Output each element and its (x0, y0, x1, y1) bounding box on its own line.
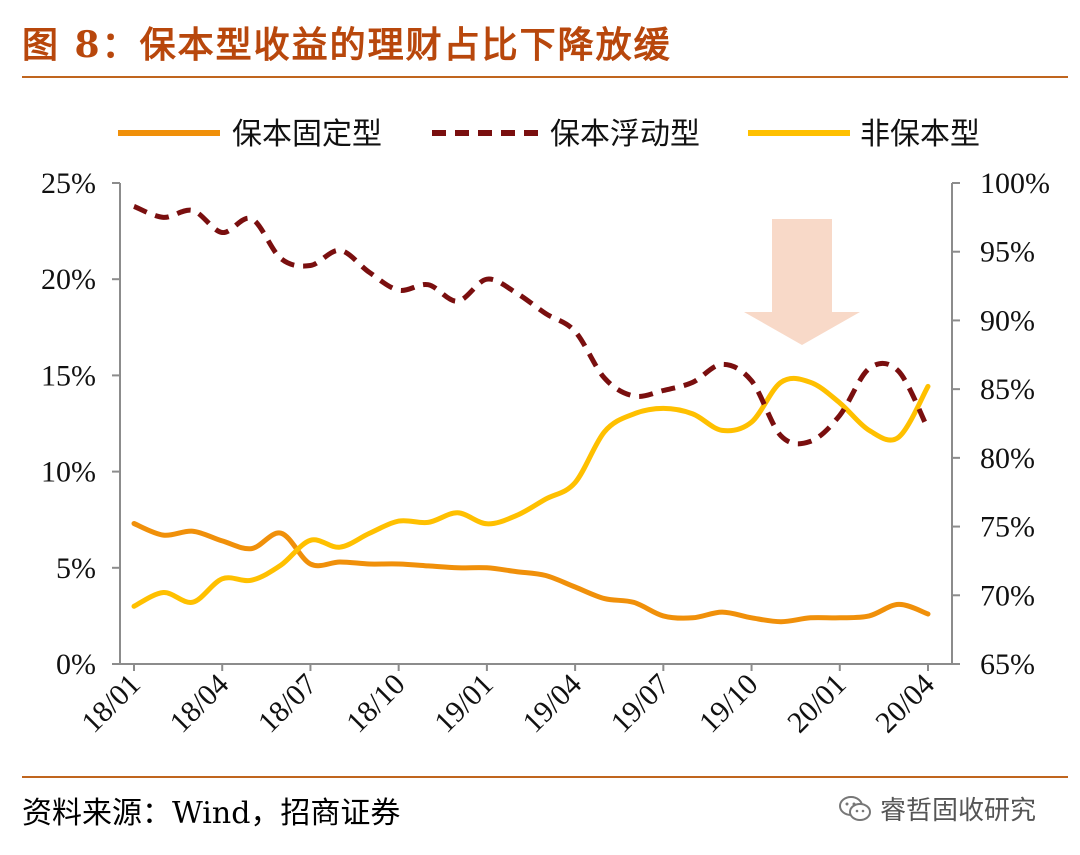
axes-layer: 0% 5% 10% 15% 20% 25% 65% 70% 75% 80% 85% 90% 95% 100… (41, 167, 1050, 739)
chart-title: 图 8：保本型收益的理财占比下降放缓 (22, 24, 672, 66)
left-y-tick-label: 25% (41, 167, 96, 200)
x-tick-label: 19/07 (605, 668, 677, 740)
x-tick-label: 20/01 (781, 668, 853, 740)
right-y-tick-label: 90% (980, 304, 1035, 337)
series-line-2 (133, 204, 931, 447)
series-line-3 (131, 375, 931, 609)
x-tick-label: 18/04 (164, 668, 236, 740)
x-tick-label: 18/10 (340, 668, 412, 740)
left-y-tick-label: 15% (41, 359, 96, 392)
series-layer (131, 204, 931, 625)
watermark-text: 睿哲固收研究 (880, 796, 1037, 826)
right-y-tick-label: 95% (980, 236, 1035, 269)
right-y-tick-label: 100% (980, 167, 1050, 200)
legend-label-2: 保本浮动型 (550, 117, 700, 152)
footer-divider (22, 776, 1068, 778)
x-tick-label: 19/01 (428, 668, 500, 740)
x-tick-label: 19/04 (516, 668, 588, 740)
watermark: 睿哲固收研究 (838, 790, 1036, 827)
right-y-tick-label: 70% (980, 579, 1035, 612)
left-y-tick-label: 5% (56, 552, 96, 585)
down-arrow-annotation (744, 219, 860, 345)
right-y-tick-label: 80% (980, 442, 1035, 475)
x-tick-label: 18/07 (252, 668, 324, 740)
right-y-tick-label: 75% (980, 511, 1035, 544)
left-y-tick-label: 10% (41, 456, 96, 489)
wechat-icon (839, 795, 871, 821)
series-line-1 (131, 521, 931, 625)
x-tick-label: 20/04 (869, 668, 941, 740)
left-y-tick-label: 0% (56, 648, 96, 681)
title-divider (22, 76, 1068, 78)
legend: 保本固定型 保本浮动型 非保本型 (118, 117, 980, 152)
chart-svg: 0% 5% 10% 15% 20% 25% 65% 70% 75% 80% 85% 90% 95% 100… (41, 117, 1050, 739)
legend-label-3: 非保本型 (860, 117, 980, 152)
x-tick-label: 19/10 (693, 668, 765, 740)
annotation-layer (744, 219, 860, 345)
source-note: 资料来源：Wind，招商证券 (22, 796, 401, 831)
right-y-tick-label: 85% (980, 373, 1035, 406)
left-y-tick-label: 20% (41, 263, 96, 296)
right-y-tick-label: 65% (980, 648, 1035, 681)
legend-label-1: 保本固定型 (232, 117, 382, 152)
